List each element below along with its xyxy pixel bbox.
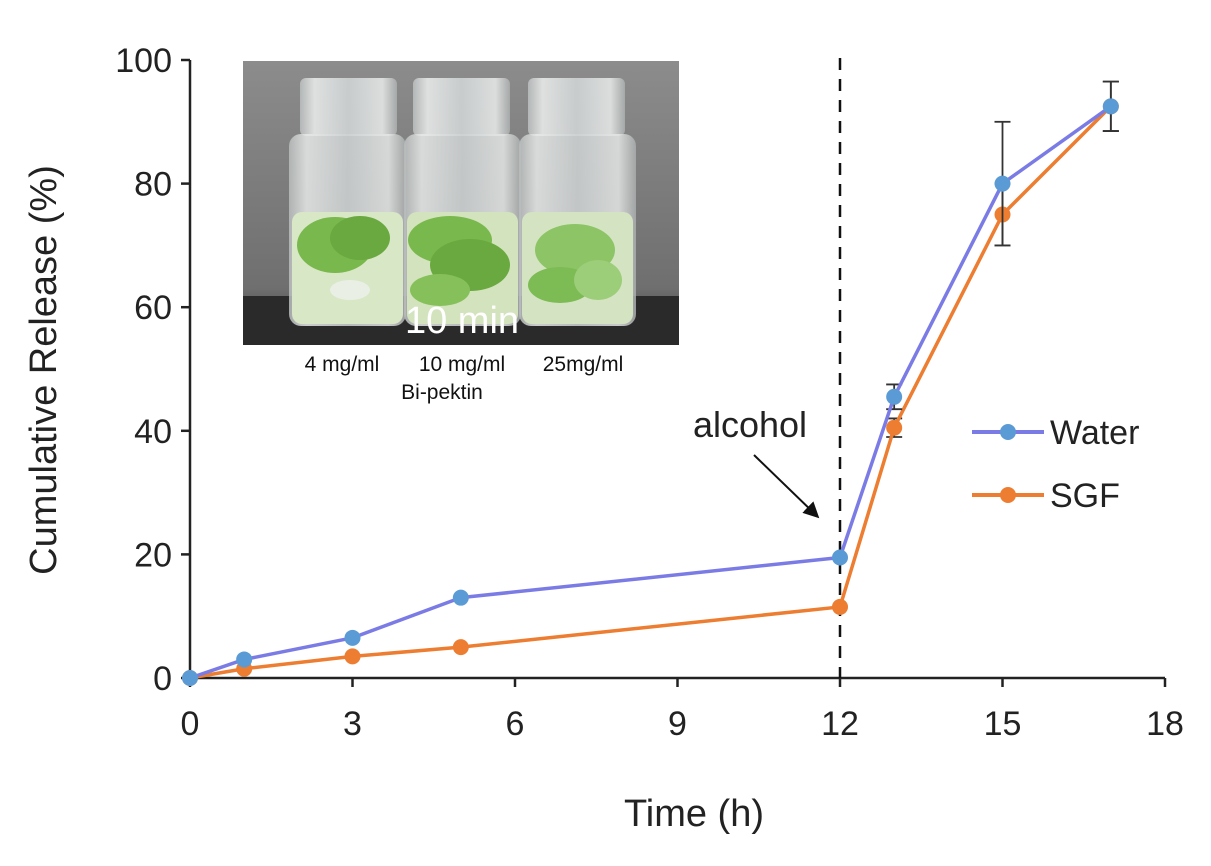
y-axis-title: Cumulative Release (%) (23, 165, 65, 575)
x-tick-label: 15 (984, 705, 1022, 743)
legend-marker-water (1000, 424, 1016, 440)
vial-icon (519, 78, 636, 326)
data-point-water (452, 589, 469, 606)
data-point-water (886, 388, 903, 405)
legend-item-water: Water (972, 414, 1139, 452)
inset-photo: 10 min 4 mg/ml 10 mg/ml 25mg/ml Bi-pekti… (243, 61, 679, 404)
y-tick-label: 100 (115, 42, 172, 80)
legend-label-water: Water (1050, 414, 1139, 452)
x-tick-label: 0 (181, 705, 200, 743)
series-water (182, 80, 1119, 686)
y-ticks: 0 20 40 60 80 100 (115, 42, 190, 698)
data-point-sgf (452, 639, 469, 656)
series-layer (182, 80, 1119, 686)
y-tick-label: 80 (134, 166, 172, 204)
series-line-sgf (189, 105, 1113, 680)
x-axis-title: Time (h) (624, 793, 764, 835)
vial-label: 4 mg/ml (305, 353, 380, 376)
x-tick-label: 3 (343, 705, 362, 743)
legend: Water SGF (972, 414, 1139, 515)
data-point-water (994, 175, 1011, 192)
vial-label: 10 mg/ml (419, 353, 505, 376)
y-tick-label: 60 (134, 289, 172, 327)
series-line-water (189, 104, 1112, 680)
data-point-water (236, 651, 253, 668)
inset-time-label: 10 min (405, 300, 519, 342)
data-point-water (832, 549, 848, 566)
inset-group-label: Bi-pektin (401, 381, 483, 404)
x-tick-label: 9 (668, 705, 687, 743)
data-point-sgf (832, 598, 848, 615)
x-tick-label: 6 (506, 705, 525, 743)
data-point-sgf (344, 648, 361, 665)
legend-label-sgf: SGF (1050, 477, 1120, 515)
data-point-water (182, 670, 198, 686)
y-tick-label: 0 (153, 660, 172, 698)
data-point-water (344, 629, 361, 646)
data-point-sgf (886, 419, 903, 436)
alcohol-annotation: alcohol (693, 404, 807, 445)
y-tick-label: 40 (134, 413, 172, 451)
x-tick-label: 12 (821, 705, 859, 743)
vial-icon (404, 78, 521, 326)
data-point-water (1102, 98, 1119, 115)
x-ticks: 0 3 6 9 12 15 18 (181, 678, 1184, 743)
vial-icon (289, 78, 406, 326)
axes: 0 20 40 60 80 100 0 3 6 9 12 15 18 Time (h) Cumulat… (23, 42, 1184, 835)
y-tick-label: 20 (134, 536, 172, 574)
vial-label: 25mg/ml (543, 353, 624, 376)
legend-item-sgf: SGF (972, 477, 1120, 515)
annotation-arrow (753, 454, 820, 519)
x-tick-label: 18 (1146, 705, 1184, 743)
legend-marker-sgf (1000, 487, 1016, 503)
